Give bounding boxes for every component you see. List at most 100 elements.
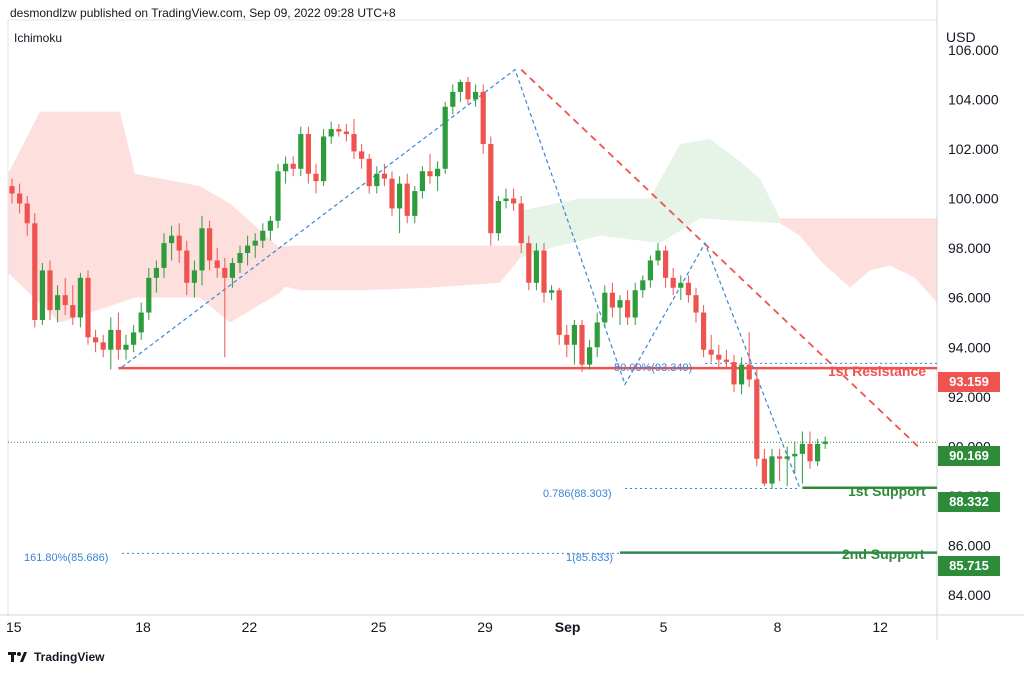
candle-body <box>419 171 425 192</box>
candle-body <box>298 134 304 169</box>
cloud-bearish-2 <box>280 245 520 291</box>
x-tick-label: Sep <box>555 619 581 635</box>
candle-body <box>541 250 547 293</box>
y-tick-label: 86.000 <box>948 538 991 554</box>
x-tick-label: 12 <box>872 619 888 635</box>
candle-body <box>207 228 213 261</box>
candle-body <box>640 280 646 291</box>
candle-body <box>822 441 828 444</box>
support2-price-tag: 85.715 <box>938 556 1000 576</box>
fib-zigzag <box>121 68 801 489</box>
candle-body <box>245 245 251 254</box>
candle-body <box>503 198 509 201</box>
candle-body <box>252 240 258 246</box>
candle-body <box>761 458 767 484</box>
candle-body <box>343 131 349 135</box>
candle-body <box>533 250 539 283</box>
candle-body <box>260 230 266 241</box>
candle-body <box>108 329 114 350</box>
candle-body <box>579 324 585 365</box>
candle-body <box>123 344 129 350</box>
candle-body <box>526 243 532 283</box>
candle-body <box>161 243 167 268</box>
candle-body <box>32 223 38 320</box>
candle-body <box>769 456 775 484</box>
candle-body <box>549 290 555 293</box>
fib-label-1618: 161.80%(85.686) <box>24 552 109 564</box>
fib-label-1: 1(85.633) <box>566 552 614 564</box>
candle-body <box>457 81 463 92</box>
candle-body <box>746 364 752 380</box>
candle-body <box>389 178 395 209</box>
y-tick-label: 106.000 <box>948 42 999 58</box>
candle-body <box>412 191 418 216</box>
candle-body <box>191 270 197 283</box>
candle-body <box>594 322 600 348</box>
candle-body <box>237 253 243 263</box>
candle-body <box>685 282 691 296</box>
candle-body <box>678 282 684 288</box>
candle-body <box>792 453 798 457</box>
candle-body <box>404 183 410 216</box>
candle-body <box>366 158 372 187</box>
candle-body <box>55 295 61 311</box>
y-tick-label: 96.000 <box>948 290 991 306</box>
candle-body <box>701 312 707 350</box>
candle-body <box>647 260 653 281</box>
candle-body <box>663 250 669 278</box>
candle-body <box>609 292 615 308</box>
candle-body <box>716 354 722 360</box>
candle-body <box>153 267 159 278</box>
y-tick-label: 94.000 <box>948 339 991 355</box>
y-tick-label: 100.000 <box>948 191 999 207</box>
candles-layer <box>9 77 828 489</box>
y-tick-label: 102.000 <box>948 141 999 157</box>
fib-label-50: 50.00%(93.349) <box>614 362 693 374</box>
currency-label: USD <box>946 29 976 45</box>
publish-info: desmondlzw published on TradingView.com,… <box>10 6 396 20</box>
candle-body <box>397 183 403 209</box>
candle-body <box>176 235 182 251</box>
candle-body <box>518 203 524 244</box>
x-tick-label: 5 <box>660 619 668 635</box>
candle-body <box>511 198 517 204</box>
candle-body <box>131 332 137 345</box>
candle-body <box>62 295 68 306</box>
indicator-label[interactable]: Ichimoku <box>14 31 63 45</box>
candle-body <box>93 337 99 343</box>
candle-body <box>214 260 220 268</box>
candle-body <box>359 151 365 159</box>
candle-body <box>229 262 235 278</box>
candle-body <box>9 186 15 194</box>
candle-body <box>290 163 296 169</box>
y-tick-label: 104.000 <box>948 91 999 107</box>
candle-body <box>708 349 714 355</box>
x-tick-label: 18 <box>135 619 151 635</box>
candle-body <box>351 134 357 152</box>
candle-body <box>625 300 631 318</box>
y-tick-label: 92.000 <box>948 389 991 405</box>
candle-body <box>602 292 608 323</box>
candle-body <box>328 129 334 137</box>
candle-body <box>556 290 562 335</box>
candle-body <box>39 270 45 320</box>
candle-body <box>267 220 273 231</box>
cloud-bearish-3 <box>780 218 937 303</box>
candle-body <box>435 168 441 177</box>
candle-body <box>146 277 152 313</box>
drawings-layer <box>118 68 937 554</box>
candle-body <box>24 203 30 224</box>
candle-body <box>222 267 228 278</box>
support1-price-tag: 88.332 <box>938 492 1000 512</box>
candle-body <box>617 300 623 308</box>
candle-body <box>313 173 319 182</box>
candle-body <box>374 173 380 187</box>
candle-body <box>77 277 83 318</box>
candle-body <box>739 364 745 385</box>
descending-trendline <box>520 68 919 448</box>
candle-body <box>283 163 289 172</box>
candle-body <box>564 334 570 345</box>
last-price-tag: 90.169 <box>938 446 1000 466</box>
axes-layer <box>0 0 1024 640</box>
